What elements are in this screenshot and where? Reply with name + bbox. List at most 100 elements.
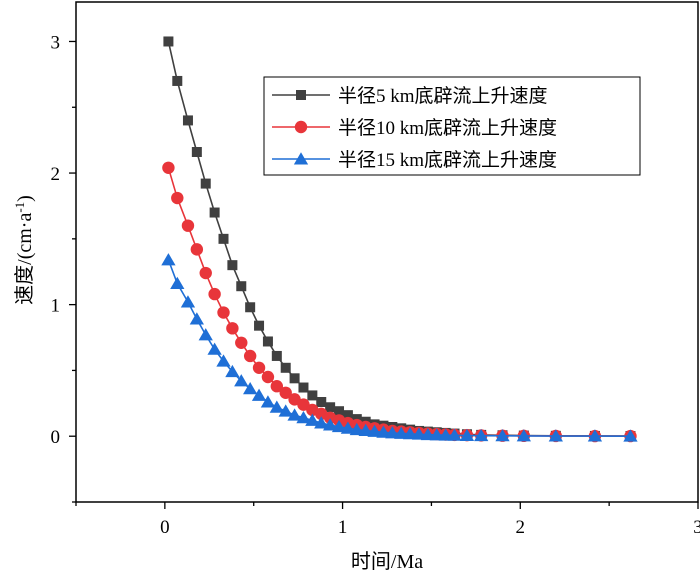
data-point	[226, 322, 239, 335]
data-point	[269, 400, 284, 413]
x-tick-label: 2	[516, 517, 526, 538]
x-tick-label: 0	[160, 517, 170, 538]
data-point	[322, 418, 338, 431]
data-point	[474, 428, 489, 442]
data-point	[191, 147, 202, 157]
series-layer	[161, 36, 638, 443]
data-point	[251, 388, 267, 401]
y-axis-title-main: 速度/(cm·a	[13, 213, 36, 305]
data-point	[182, 115, 193, 126]
data-point	[438, 428, 453, 441]
legend-label: 半径10 km底辟流上升速度	[338, 117, 557, 139]
data-point	[459, 428, 475, 441]
data-point	[235, 336, 248, 349]
data-point	[170, 276, 185, 290]
data-point	[420, 427, 436, 441]
y-tick-label: 0	[51, 427, 61, 448]
data-point	[162, 161, 175, 174]
data-point	[331, 419, 347, 433]
data-point	[587, 429, 603, 442]
data-point	[190, 243, 204, 256]
data-point	[260, 395, 276, 408]
y-axis-title: 速度/(cm·a-1)	[12, 195, 37, 305]
x-tick-label: 1	[338, 517, 348, 538]
data-point	[307, 390, 318, 401]
y-tick-label: 3	[51, 32, 61, 53]
legend-marker	[296, 90, 306, 100]
data-point	[342, 410, 353, 421]
data-point	[161, 253, 176, 266]
legend-item: 半径10 km底辟流上升速度	[272, 117, 557, 139]
data-point	[429, 428, 444, 441]
x-tick-label: 3	[693, 517, 700, 538]
data-point	[243, 349, 257, 363]
data-point	[217, 306, 230, 319]
data-point	[278, 404, 293, 417]
data-point	[298, 382, 309, 393]
data-point	[280, 362, 291, 373]
data-point	[325, 402, 336, 413]
data-point	[376, 425, 391, 438]
data-point	[314, 416, 329, 429]
data-point	[207, 342, 222, 355]
data-point	[358, 423, 373, 436]
data-point	[252, 361, 266, 374]
data-point	[270, 380, 284, 393]
data-point	[199, 266, 212, 280]
data-point	[305, 413, 320, 426]
series-line	[167, 167, 631, 437]
data-point	[171, 191, 184, 205]
data-point	[209, 207, 220, 218]
data-point	[316, 397, 327, 407]
data-point	[289, 373, 300, 384]
data-point	[385, 426, 400, 439]
data-point	[367, 424, 382, 437]
x-axis-title: 时间/Ma	[351, 550, 423, 573]
data-point	[234, 374, 249, 387]
data-point	[516, 429, 531, 442]
data-point	[243, 382, 258, 395]
data-point	[340, 421, 356, 434]
data-point	[227, 260, 238, 271]
data-point	[334, 406, 345, 417]
data-point	[349, 422, 364, 436]
y-axis-ticks: 0 1 2 3	[51, 32, 76, 503]
data-point	[262, 336, 273, 347]
data-point	[245, 302, 256, 313]
data-point	[623, 429, 638, 442]
y-axis-title-close: )	[14, 195, 36, 202]
data-point	[271, 350, 282, 361]
y-axis-title-group: 速度/(cm·a-1)	[12, 195, 37, 305]
y-tick-label: 1	[51, 296, 61, 317]
data-point	[495, 429, 510, 442]
data-point	[236, 281, 247, 292]
data-point	[402, 427, 418, 440]
data-point	[172, 75, 183, 86]
legend-item: 半径15 km底辟流上升速度	[272, 149, 557, 171]
data-point	[279, 386, 292, 399]
data-point	[296, 410, 311, 424]
data-point	[163, 36, 174, 47]
data-point	[287, 408, 302, 421]
legend-marker	[294, 120, 308, 134]
data-point	[411, 427, 427, 440]
data-point	[200, 178, 211, 189]
data-point	[216, 354, 231, 367]
data-point	[394, 426, 409, 439]
legend-marker	[293, 152, 309, 165]
plot-frame	[75, 1, 699, 503]
data-point	[198, 328, 213, 341]
data-point	[189, 312, 204, 325]
data-point	[180, 295, 196, 308]
legend-label: 半径5 km底辟流上升速度	[338, 85, 548, 107]
y-tick-label: 2	[51, 164, 61, 185]
data-point	[208, 287, 221, 301]
data-point	[218, 233, 229, 244]
legend-item: 半径5 km底辟流上升速度	[272, 85, 548, 107]
data-point	[548, 429, 563, 442]
x-axis-ticks: 0 1 2 3	[75, 502, 700, 538]
y-axis-title-sup: -1	[12, 202, 27, 213]
